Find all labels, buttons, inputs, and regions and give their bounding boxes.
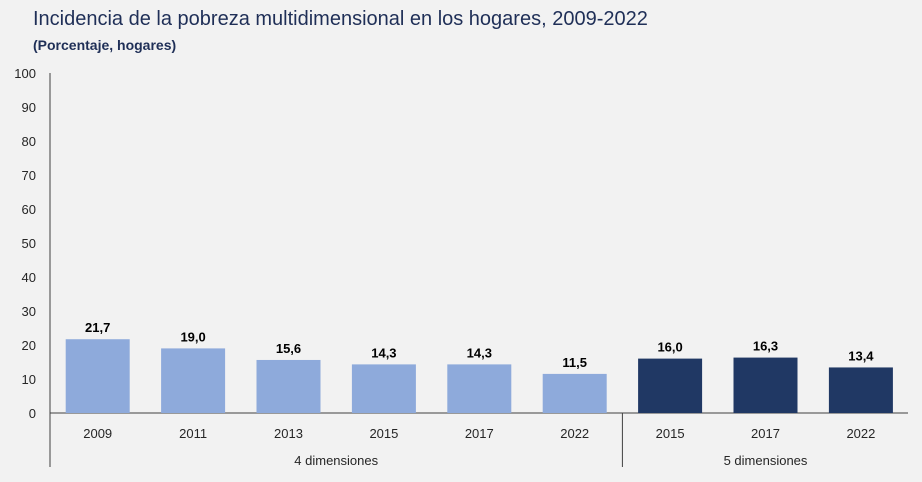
y-tick-label: 0	[29, 406, 36, 421]
y-tick-label: 100	[14, 66, 36, 81]
x-tick-label: 2013	[274, 426, 303, 441]
x-tick-label: 2009	[83, 426, 112, 441]
chart-subtitle: (Porcentaje, hogares)	[33, 37, 177, 53]
y-tick-label: 40	[22, 270, 36, 285]
x-tick-label: 2022	[560, 426, 589, 441]
x-tick-label: 2017	[751, 426, 780, 441]
data-label: 13,4	[848, 348, 874, 363]
x-tick-label: 2022	[846, 426, 875, 441]
data-label: 21,7	[85, 320, 110, 335]
y-tick-label: 50	[22, 236, 36, 251]
bar	[447, 364, 512, 413]
y-tick-label: 10	[22, 372, 36, 387]
data-label: 15,6	[276, 341, 301, 356]
bar	[542, 373, 607, 413]
y-tick-label: 60	[22, 202, 36, 217]
group-label: 4 dimensiones	[294, 453, 378, 468]
data-label: 16,0	[657, 340, 682, 355]
bar	[65, 339, 130, 413]
y-tick-label: 70	[22, 168, 36, 183]
data-label: 14,3	[371, 345, 396, 360]
bar	[161, 348, 226, 413]
bar	[256, 359, 321, 413]
x-tick-label: 2015	[369, 426, 398, 441]
bar	[638, 358, 703, 413]
data-label: 11,5	[562, 355, 587, 370]
x-tick-label: 2011	[179, 426, 207, 441]
y-tick-label: 80	[22, 134, 36, 149]
data-label: 14,3	[467, 345, 492, 360]
chart-title: Incidencia de la pobreza multidimensiona…	[33, 8, 648, 30]
y-tick-label: 90	[22, 100, 36, 115]
y-tick-label: 30	[22, 304, 36, 319]
bar	[828, 367, 893, 413]
data-label: 16,3	[753, 339, 778, 354]
bar	[351, 364, 416, 413]
x-tick-label: 2015	[656, 426, 685, 441]
x-tick-label: 2017	[465, 426, 494, 441]
data-label: 19,0	[180, 329, 205, 344]
bar	[733, 357, 798, 413]
y-tick-label: 20	[22, 338, 36, 353]
group-label: 5 dimensiones	[724, 453, 808, 468]
